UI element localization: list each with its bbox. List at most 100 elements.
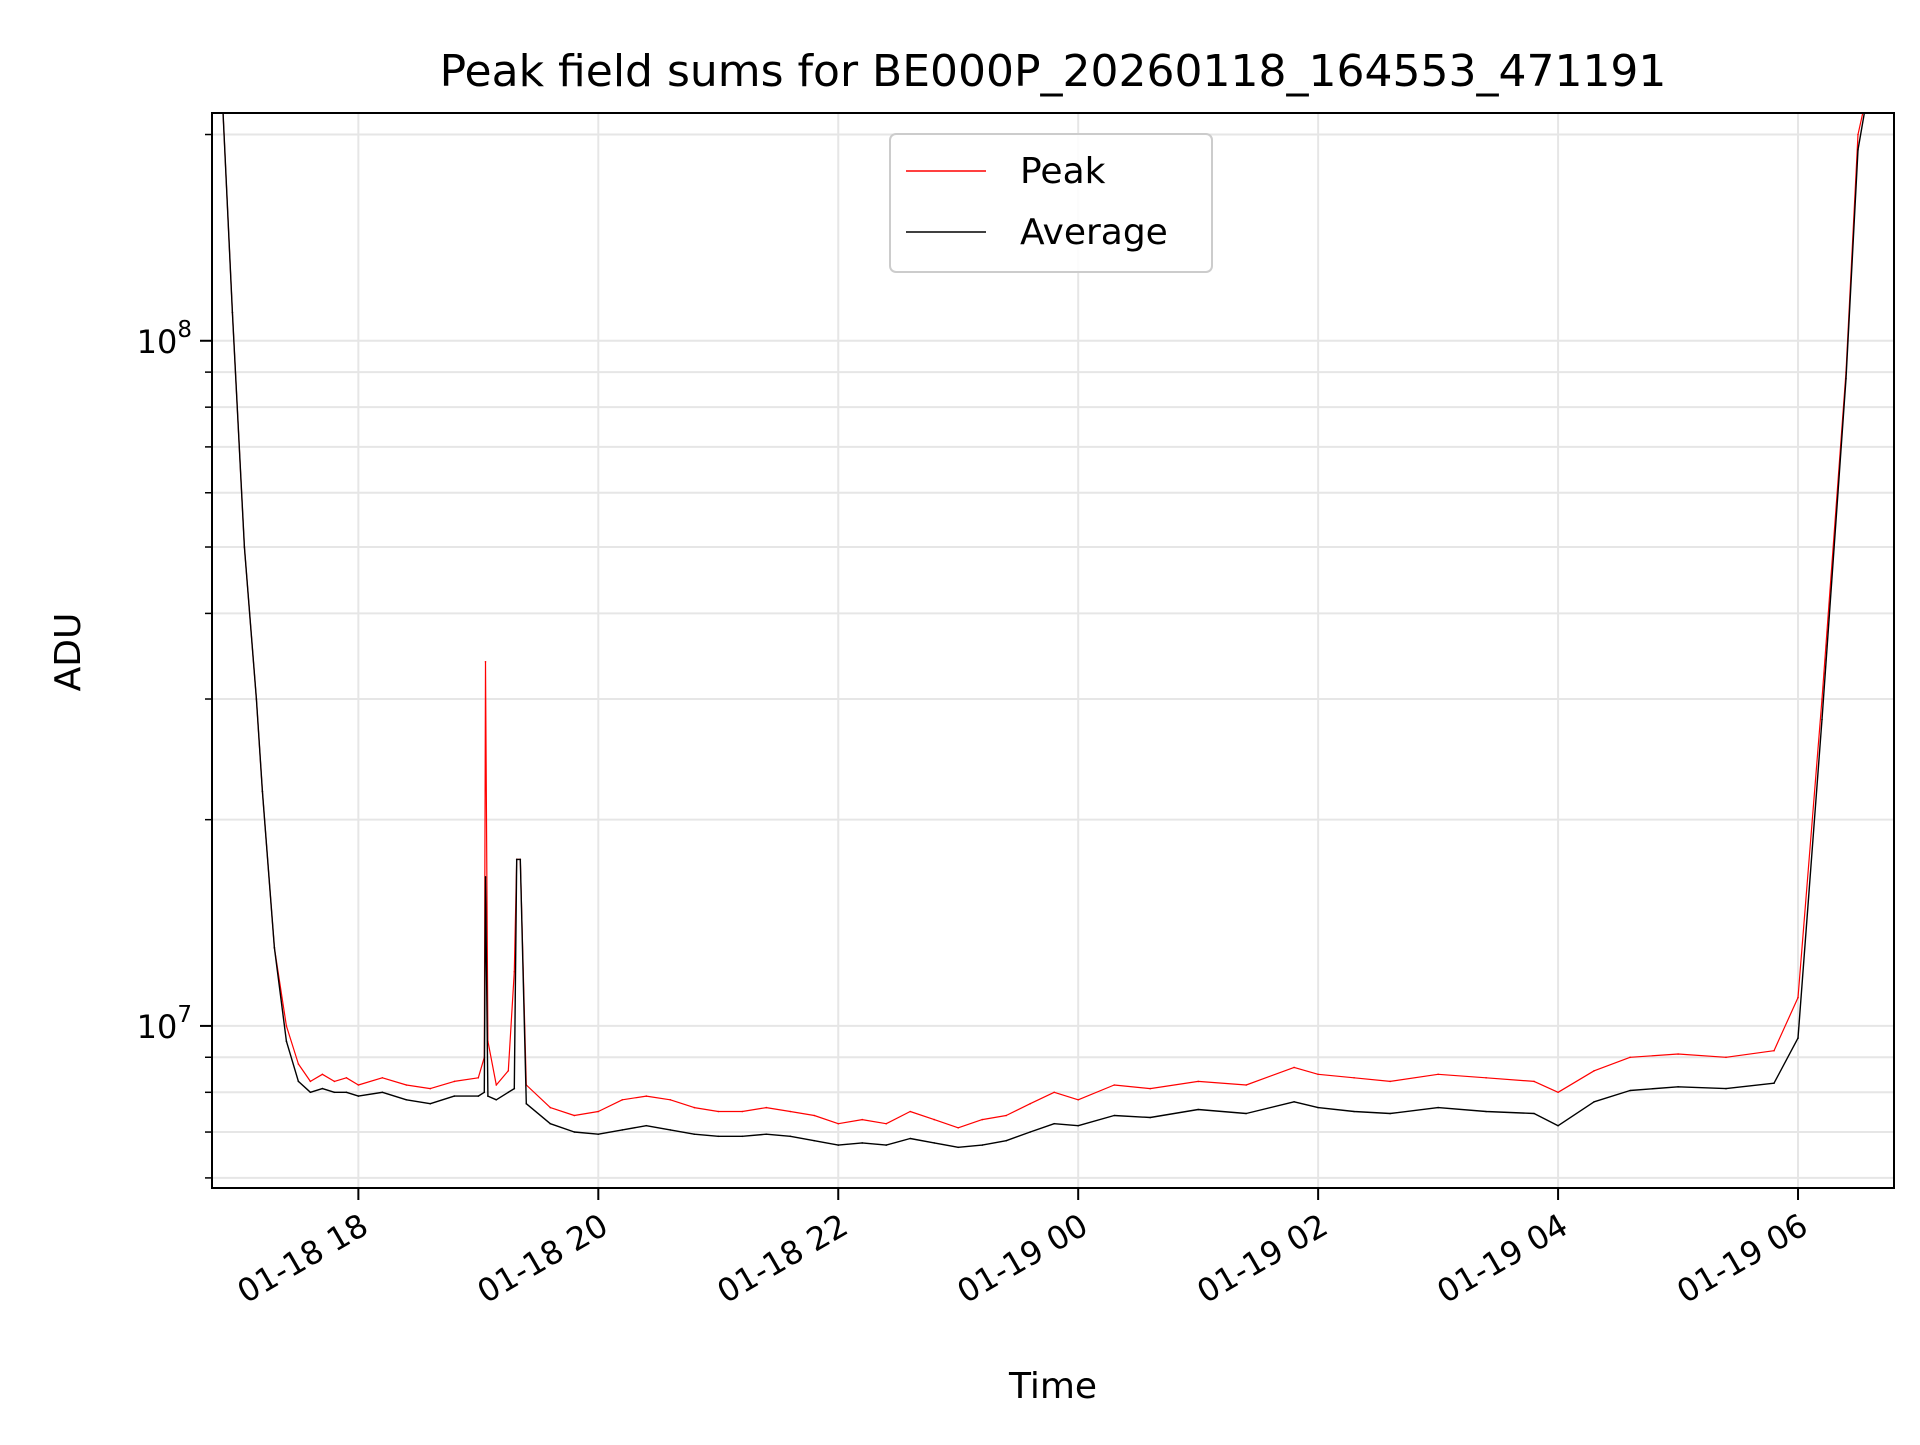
data-point-average [255,698,258,700]
y-tick-label: 108 [137,317,192,361]
data-point-average [483,1091,486,1094]
data-point-peak [285,1025,288,1027]
data-point-average [1845,378,1847,380]
data-point-average [837,1144,840,1146]
data-point-average [1353,1110,1355,1113]
data-point-average [381,1091,384,1094]
data-point-average [495,1099,498,1101]
data-point-average [515,858,518,861]
data-point-peak [1005,1114,1007,1117]
legend: Peak Average [889,133,1213,273]
data-point-peak [1857,133,1859,136]
data-point-average [645,1124,648,1127]
data-point-average [1317,1106,1319,1109]
data-point-peak [1293,1066,1295,1069]
data-point-average [1029,1131,1031,1133]
data-point-average [789,1135,792,1138]
data-point-peak [1077,1099,1079,1101]
y-tick-label-exponent: 7 [177,1002,192,1028]
data-point-average [669,1129,672,1131]
data-point-peak [741,1110,744,1113]
data-point-peak [453,1080,456,1083]
data-point-peak [597,1110,600,1113]
data-point-peak [1197,1080,1199,1083]
data-point-average [933,1142,935,1144]
data-point-average [1389,1112,1391,1115]
data-point-average [1593,1101,1595,1103]
data-point-average [513,1087,516,1090]
data-point-average [861,1142,863,1144]
data-point-peak [813,1114,816,1117]
data-point-peak [765,1106,768,1109]
data-point-peak [477,1077,480,1079]
data-point-peak [1593,1070,1595,1072]
series-layer [222,113,1866,1149]
data-point-peak [1557,1091,1559,1094]
data-point-average [621,1129,624,1131]
y-tick-label: 107 [137,1002,192,1046]
data-point-peak [495,1084,498,1086]
data-point-peak [717,1110,720,1113]
data-point-average [405,1099,408,1101]
data-point-average [333,1091,336,1094]
data-point-average [484,876,487,878]
y-axis-label: ADU [48,613,89,692]
data-point-peak [1677,1053,1679,1055]
data-point-peak [549,1106,552,1109]
data-point-average [357,1095,360,1097]
series-average [222,113,1866,1149]
y-tick-label-exponent: 8 [177,317,192,343]
data-point-peak [1533,1080,1535,1083]
data-point-average [1857,149,1859,151]
data-point-average [813,1139,816,1142]
data-point-average [519,858,522,861]
data-point-average [885,1144,887,1146]
data-point-average [231,311,234,314]
data-point-average [1437,1106,1439,1109]
data-point-average [597,1133,600,1135]
data-point-average [909,1137,911,1140]
data-point-average [573,1131,576,1133]
data-point-average [507,1091,510,1094]
data-point-peak [1245,1084,1247,1086]
data-point-peak [513,970,516,973]
data-point-average [1113,1114,1115,1117]
data-point-average [1197,1108,1199,1111]
data-point-peak [381,1077,384,1079]
data-point-peak [333,1080,336,1083]
data-point-average [1077,1124,1079,1127]
data-point-peak [345,1077,348,1079]
data-point-peak [1353,1077,1355,1079]
data-point-average [477,1095,480,1097]
data-point-peak [669,1099,672,1101]
data-point-average [765,1133,768,1135]
data-point-average [429,1102,432,1105]
data-point-peak [321,1073,324,1076]
data-point-average [741,1135,744,1138]
data-point-peak [933,1118,935,1121]
data-point-average [345,1091,348,1094]
data-point-peak [573,1114,576,1117]
data-point-average [1821,718,1823,721]
data-point-peak [1389,1080,1391,1083]
data-point-peak [1053,1091,1055,1094]
data-point-peak [309,1080,312,1083]
data-point-peak [1773,1049,1775,1052]
data-point-average [549,1122,552,1125]
x-axis-label: Time [1008,1366,1097,1407]
data-point-peak [981,1118,983,1121]
data-point-peak [1629,1056,1631,1059]
data-point-average [285,1040,288,1042]
data-point-average [1485,1110,1487,1113]
data-point-average [261,790,264,793]
plot-frame [211,112,1895,1189]
grid-layer [212,113,1894,1188]
data-point-peak [957,1127,959,1129]
data-point-peak [405,1084,408,1086]
data-point-peak [484,661,487,663]
data-point-average [1725,1087,1727,1090]
data-point-average [273,947,276,949]
data-point-average [957,1146,959,1149]
